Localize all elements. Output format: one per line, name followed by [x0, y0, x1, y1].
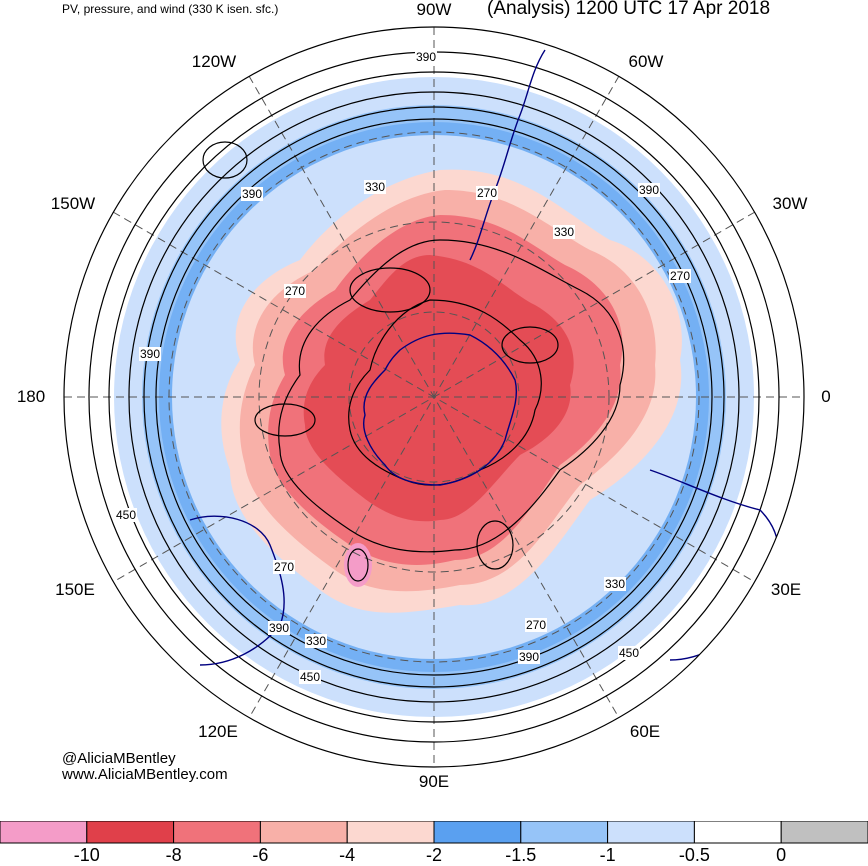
colorbar: -10 -8 -6 -4 -2 -1.5 -1 -0.5 0 — [0, 820, 868, 865]
map-title: (Analysis) 1200 UTC 17 Apr 2018 — [487, 0, 771, 19]
colorbar-tick-label: -8 — [165, 845, 182, 865]
colorbar-tick-label: 0 — [776, 845, 787, 865]
contour-label: 330 — [363, 180, 387, 194]
contour-label: 390 — [240, 187, 264, 201]
antarctica-coast — [363, 332, 517, 486]
colorbar-swatch — [0, 820, 88, 844]
lon-label-90w: 90W — [416, 0, 452, 19]
colorbar-tick-label: -6 — [252, 845, 269, 865]
credit-website: www.AliciaMBentley.com — [62, 766, 228, 783]
colorbar-swatch — [346, 820, 435, 844]
colorbar-swatch — [693, 820, 782, 844]
map-border — [63, 26, 805, 768]
lon-label-120e: 120E — [198, 722, 238, 741]
contour-label: 270 — [668, 269, 692, 283]
contour-label: 450 — [617, 646, 641, 660]
contour-label: 450 — [114, 508, 138, 522]
colorbar-tick-label: -2 — [425, 845, 443, 865]
graticule — [64, 27, 804, 767]
contour-label: 270 — [272, 560, 296, 574]
contour-label: 270 — [283, 284, 307, 298]
contour-label: 390 — [517, 650, 541, 664]
colorbar-swatches — [0, 820, 868, 844]
colorbar-tick-label: -10 — [73, 845, 100, 865]
colorbar-swatch — [780, 820, 868, 844]
lon-label-30w: 30W — [772, 194, 808, 213]
colorbar-swatch — [433, 820, 522, 844]
polar-stereographic-map — [63, 26, 805, 768]
colorbar-swatch — [259, 820, 348, 844]
lon-label-60w: 60W — [628, 52, 664, 71]
lon-label-120w: 120W — [191, 52, 237, 71]
contour-label: 270 — [524, 618, 548, 632]
australia-coast — [189, 515, 285, 666]
contour-label: 270 — [475, 186, 499, 200]
contour-label: 330 — [304, 634, 328, 648]
contour-label: 330 — [552, 225, 576, 239]
south-america-coast — [469, 49, 546, 261]
map-subtitle: PV, pressure, and wind (330 K isen. sfc.… — [62, 2, 279, 16]
contour-label: 450 — [298, 670, 322, 684]
lon-label-60e: 60E — [629, 722, 661, 741]
colorbar-swatch — [86, 820, 175, 844]
contour-label: 330 — [603, 577, 627, 591]
lon-label-90e: 90E — [418, 772, 450, 791]
colorbar-tick-label: -0.5 — [678, 845, 710, 865]
lon-label-150w: 150W — [50, 194, 96, 213]
lon-label-180: 180 — [16, 387, 46, 406]
contour-label: 390 — [637, 183, 661, 197]
colorbar-swatch — [173, 820, 261, 844]
colorbar-tick-label: -4 — [339, 845, 356, 865]
lon-label-0: 0 — [821, 387, 831, 406]
lon-label-30e: 30E — [770, 580, 802, 599]
lon-label-150e: 150E — [55, 580, 95, 599]
contour-label: 390 — [267, 621, 291, 635]
contour-label: 390 — [138, 347, 162, 361]
colorbar-tick-label: -1 — [599, 845, 616, 865]
credit-handle: @AliciaMBentley — [62, 750, 176, 767]
colorbar-swatch — [607, 820, 695, 844]
colorbar-tick-label: -1.5 — [505, 845, 537, 865]
colorbar-swatch — [520, 820, 609, 844]
contour-label: 390 — [414, 50, 438, 64]
